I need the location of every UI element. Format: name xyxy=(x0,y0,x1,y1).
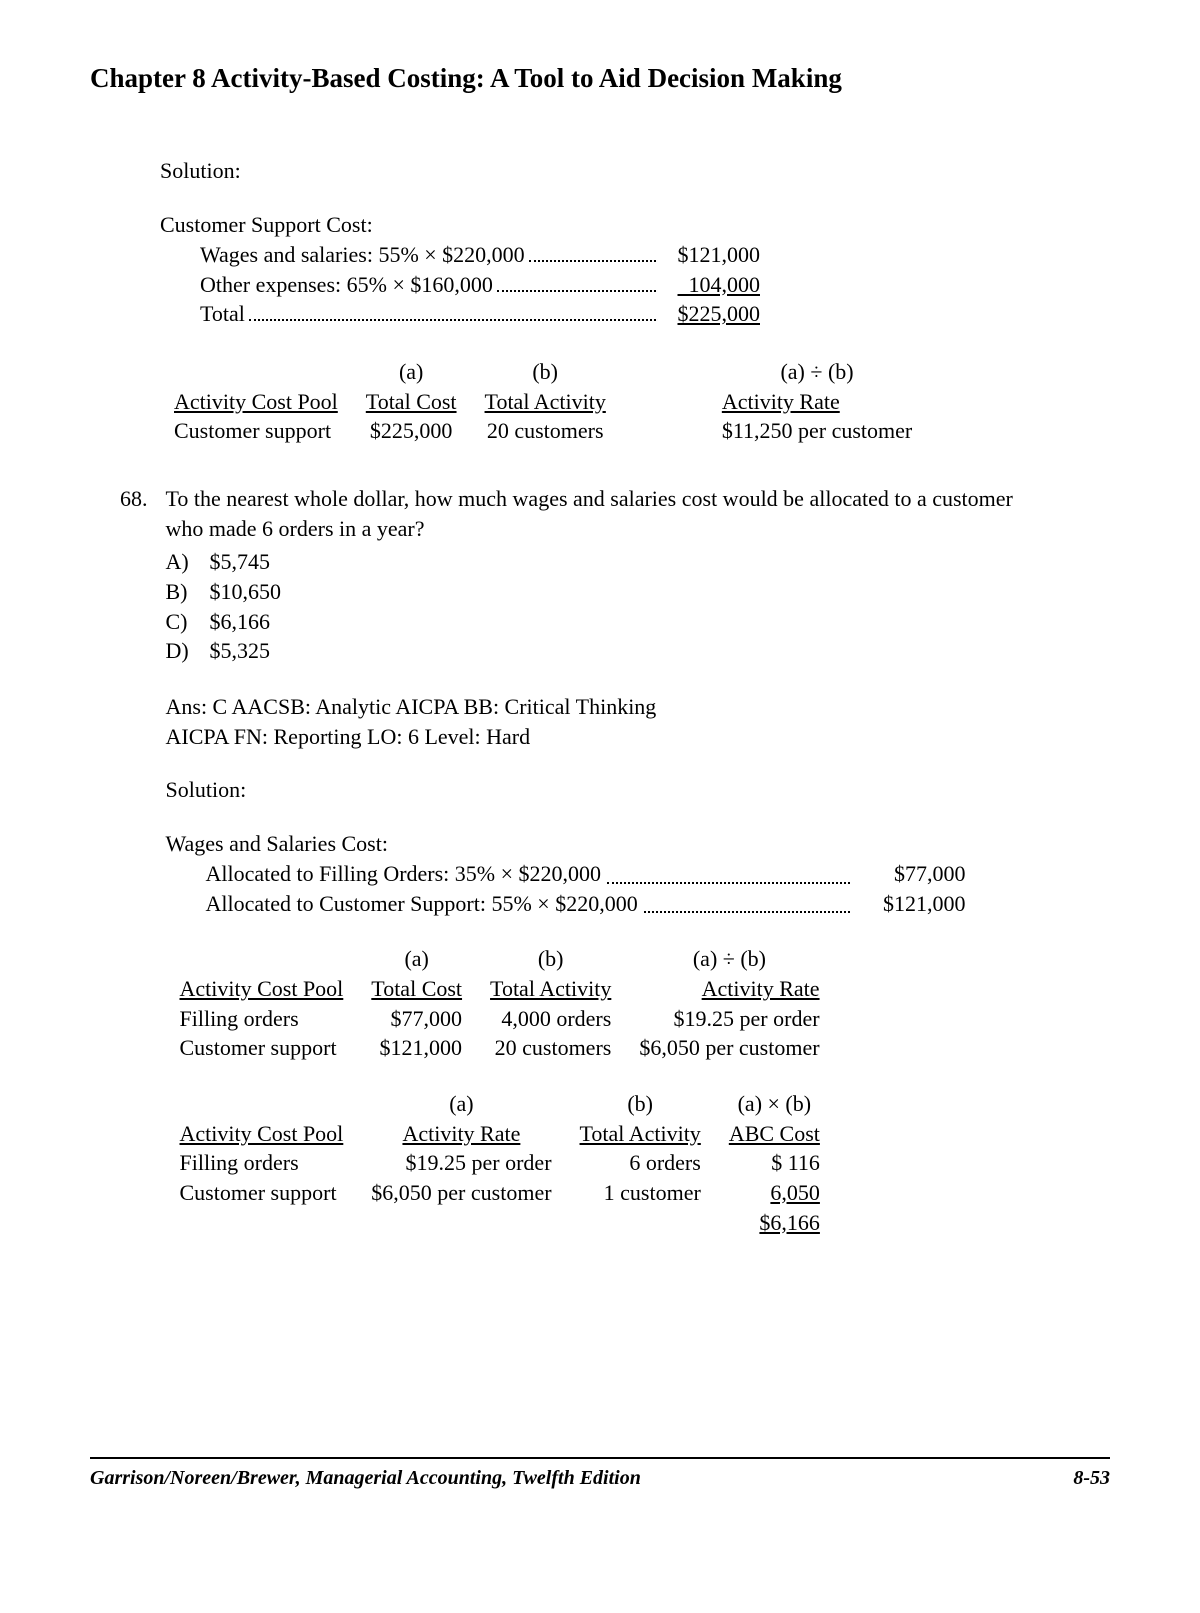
t1-col-cost: Total Cost xyxy=(352,387,471,417)
cost1-row-2: Total $225,000 xyxy=(200,299,760,329)
cost1-row-1-value: 104,000 xyxy=(660,270,760,300)
t3-ha: (a) xyxy=(357,1089,565,1119)
t2-col-act: Total Activity xyxy=(476,974,625,1004)
cost2-row-0-value: $77,000 xyxy=(856,859,966,889)
t3-r1-pool: Filling orders xyxy=(166,1148,358,1178)
activity-table-2: (a) (b) (a) ÷ (b) Activity Cost Pool Tot… xyxy=(166,944,1046,1063)
customer-support-cost-block: Customer Support Cost: Wages and salarie… xyxy=(160,210,1110,329)
t3-r2-abc: 6,050 xyxy=(715,1178,834,1208)
t1-rate: $11,250 per customer xyxy=(708,416,926,446)
cost2-heading: Wages and Salaries Cost: xyxy=(166,829,1046,859)
t1-col-rate: Activity Rate xyxy=(708,387,926,417)
q68-ans-line1: Ans: C AACSB: Analytic AICPA BB: Critica… xyxy=(166,692,1046,722)
t1-hab: (a) ÷ (b) xyxy=(708,357,926,387)
t3-col-rate: Activity Rate xyxy=(357,1119,565,1149)
solution-label-2: Solution: xyxy=(166,775,1046,805)
q68-choice-b-text: $10,650 xyxy=(210,577,282,607)
cost1-row-1-label: Other expenses: 65% × $160,000 xyxy=(200,270,493,300)
cost1-row-0-label: Wages and salaries: 55% × $220,000 xyxy=(200,240,525,270)
t1-ha: (a) xyxy=(352,357,471,387)
q68-choice-a-letter: A) xyxy=(166,547,210,577)
activity-table-3: (a) (b) (a) × (b) Activity Cost Pool Act… xyxy=(166,1089,1046,1237)
cost2-row-1-label: Allocated to Customer Support: 55% × $22… xyxy=(206,889,638,919)
q68-choice-a: A) $5,745 xyxy=(166,547,1046,577)
t2-r2-cost: $121,000 xyxy=(357,1033,476,1063)
t3-hab: (a) × (b) xyxy=(715,1089,834,1119)
t2-hab: (a) ÷ (b) xyxy=(625,944,833,974)
cost1-heading: Customer Support Cost: xyxy=(160,210,1110,240)
t1-hb: (b) xyxy=(471,357,620,387)
t2-r2-rate: $6,050 per customer xyxy=(625,1033,833,1063)
t3-col-abc: ABC Cost xyxy=(715,1119,834,1149)
t2-r1-act: 4,000 orders xyxy=(476,1004,625,1034)
t2-r2-act: 20 customers xyxy=(476,1033,625,1063)
t2-hb: (b) xyxy=(476,944,625,974)
t3-r2-rate: $6,050 per customer xyxy=(357,1178,565,1208)
t1-act: 20 customers xyxy=(471,416,620,446)
cost1-row-0: Wages and salaries: 55% × $220,000 $121,… xyxy=(200,240,760,270)
cost1-row-1: Other expenses: 65% × $160,000 104,000 xyxy=(200,270,760,300)
q68-choice-b: B) $10,650 xyxy=(166,577,1046,607)
t2-col-rate: Activity Rate xyxy=(625,974,833,1004)
q68-choice-c: C) $6,166 xyxy=(166,607,1046,637)
t3-r2-act: 1 customer xyxy=(566,1178,715,1208)
q68-ans-line2: AICPA FN: Reporting LO: 6 Level: Hard xyxy=(166,722,1046,752)
t3-col-act: Total Activity xyxy=(566,1119,715,1149)
t3-r2-pool: Customer support xyxy=(166,1178,358,1208)
q68-number: 68. xyxy=(120,484,160,514)
q68-choice-a-text: $5,745 xyxy=(210,547,271,577)
t1-col-act: Total Activity xyxy=(471,387,620,417)
cost2-row-0: Allocated to Filling Orders: 35% × $220,… xyxy=(206,859,966,889)
t2-r1-rate: $19.25 per order xyxy=(625,1004,833,1034)
cost1-row-0-value: $121,000 xyxy=(660,240,760,270)
t2-col-pool: Activity Cost Pool xyxy=(166,974,358,1004)
q68-text: To the nearest whole dollar, how much wa… xyxy=(166,486,1013,541)
cost2-row-1-value: $121,000 xyxy=(856,889,966,919)
cost1-row-2-value: $225,000 xyxy=(660,299,760,329)
footer-right: 8-53 xyxy=(1073,1465,1110,1492)
q68-choice-d: D) $5,325 xyxy=(166,636,1046,666)
solution-label-1: Solution: xyxy=(160,156,1110,186)
t3-col-pool: Activity Cost Pool xyxy=(166,1119,358,1149)
chapter-title: Chapter 8 Activity-Based Costing: A Tool… xyxy=(90,60,1110,96)
q68-choice-c-text: $6,166 xyxy=(210,607,271,637)
cost1-row-2-label: Total xyxy=(200,299,245,329)
t3-hb: (b) xyxy=(566,1089,715,1119)
cost2-row-0-label: Allocated to Filling Orders: 35% × $220,… xyxy=(206,859,602,889)
cost2-row-1: Allocated to Customer Support: 55% × $22… xyxy=(206,889,966,919)
t2-r1-cost: $77,000 xyxy=(357,1004,476,1034)
q68-choice-d-text: $5,325 xyxy=(210,636,271,666)
t2-r2-pool: Customer support xyxy=(166,1033,358,1063)
q68-choice-b-letter: B) xyxy=(166,577,210,607)
t3-total: $6,166 xyxy=(715,1208,834,1238)
footer-left: Garrison/Noreen/Brewer, Managerial Accou… xyxy=(90,1465,641,1492)
wages-salaries-block: Wages and Salaries Cost: Allocated to Fi… xyxy=(166,829,1046,918)
t3-r1-rate: $19.25 per order xyxy=(357,1148,565,1178)
t2-r1-pool: Filling orders xyxy=(166,1004,358,1034)
t3-r1-act: 6 orders xyxy=(566,1148,715,1178)
activity-table-1: (a) (b) (a) ÷ (b) Activity Cost Pool Tot… xyxy=(160,357,1110,446)
t3-r1-abc: $ 116 xyxy=(715,1148,834,1178)
t1-cost: $225,000 xyxy=(352,416,471,446)
q68-choice-d-letter: D) xyxy=(166,636,210,666)
t1-col-pool: Activity Cost Pool xyxy=(160,387,352,417)
q68-choice-c-letter: C) xyxy=(166,607,210,637)
t2-ha: (a) xyxy=(357,944,476,974)
t2-col-cost: Total Cost xyxy=(357,974,476,1004)
page-footer: Garrison/Noreen/Brewer, Managerial Accou… xyxy=(90,1457,1110,1492)
question-68: 68. To the nearest whole dollar, how muc… xyxy=(120,484,1110,1237)
t1-pool: Customer support xyxy=(160,416,352,446)
